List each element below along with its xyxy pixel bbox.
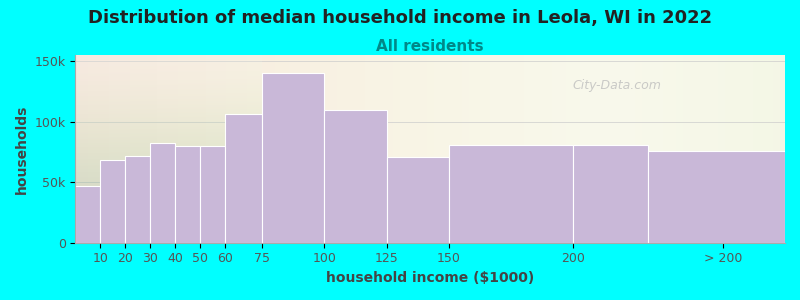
Bar <box>648 151 785 243</box>
Bar <box>200 146 225 243</box>
Bar <box>150 143 175 243</box>
Text: Distribution of median household income in Leola, WI in 2022: Distribution of median household income … <box>88 9 712 27</box>
Y-axis label: households: households <box>15 104 29 194</box>
Bar <box>386 157 449 243</box>
Bar <box>75 186 100 243</box>
Text: City-Data.com: City-Data.com <box>572 79 661 92</box>
Bar <box>175 146 200 243</box>
Bar <box>262 73 324 243</box>
Bar <box>324 110 386 243</box>
Bar <box>449 145 574 243</box>
X-axis label: household income ($1000): household income ($1000) <box>326 271 534 285</box>
Bar <box>225 115 262 243</box>
Bar <box>125 156 150 243</box>
Bar <box>100 160 125 243</box>
Bar <box>574 145 648 243</box>
Title: All residents: All residents <box>376 39 484 54</box>
